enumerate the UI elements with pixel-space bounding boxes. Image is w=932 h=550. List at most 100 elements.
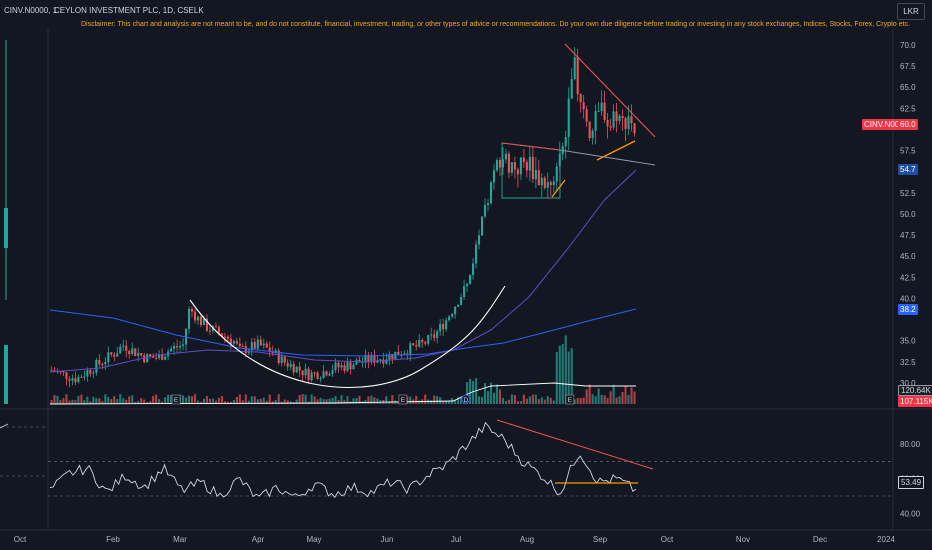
marker-label: E — [174, 397, 179, 404]
volume-bar — [337, 399, 340, 404]
candle-body — [385, 359, 388, 364]
volume-bar — [621, 391, 624, 404]
volume-bar — [152, 395, 155, 404]
candle-body — [316, 372, 319, 379]
candle-body — [537, 170, 540, 186]
volume-bar — [68, 400, 71, 404]
candle-body — [507, 153, 510, 173]
volume-bar — [223, 401, 226, 404]
volume-bar — [205, 396, 209, 404]
volume-bar — [558, 345, 561, 404]
candle-body — [325, 371, 328, 376]
volume-bar — [226, 401, 229, 404]
price-tick-label: 30.0 — [900, 379, 916, 388]
candle-body — [176, 345, 179, 348]
candle-body — [421, 340, 424, 343]
volume-bar — [507, 399, 510, 404]
candle-body — [313, 372, 316, 374]
volume-bar — [325, 399, 328, 404]
rsi-tick-label: 80.00 — [900, 440, 921, 449]
volume-bar — [143, 399, 146, 404]
volume-bar — [116, 399, 119, 404]
volume-bar — [131, 395, 134, 404]
marker-label: E — [568, 397, 573, 404]
candle-body — [152, 356, 155, 358]
candle-body — [621, 115, 624, 119]
volume-bar — [549, 397, 552, 404]
volume-bar — [119, 394, 122, 404]
volume-bar — [59, 400, 62, 404]
volume-bar — [552, 400, 555, 404]
volume-bar — [170, 394, 173, 404]
volume-bar — [190, 396, 194, 404]
candle-body — [280, 356, 283, 363]
candle-body — [379, 359, 382, 361]
flag-box — [501, 142, 561, 199]
candle-body — [253, 341, 256, 349]
triangle-resistance-line — [564, 43, 656, 138]
time-tick-label: Jul — [451, 535, 461, 544]
volume-bar — [164, 397, 167, 404]
candle-body — [454, 306, 457, 315]
volume-bar — [492, 392, 496, 404]
candle-body — [412, 343, 415, 346]
candle-body — [609, 126, 612, 128]
candle-body — [457, 304, 460, 307]
time-tick-label: May — [306, 535, 321, 544]
candle-body — [630, 116, 633, 124]
volume-bar — [86, 396, 89, 404]
candle-body — [137, 353, 140, 356]
candle-body — [140, 353, 143, 356]
volume-bar — [510, 394, 513, 404]
price-tick-label: 32.5 — [900, 358, 916, 367]
volume-bar — [588, 384, 591, 404]
candle-body — [155, 357, 158, 359]
volume-bar — [50, 400, 53, 404]
volume-bar — [519, 401, 522, 404]
volume-bar — [310, 394, 313, 404]
candle-body — [322, 371, 325, 379]
candle-body — [516, 169, 519, 175]
volume-bar — [343, 400, 346, 404]
volume-bar — [253, 396, 256, 404]
volume-bar — [528, 396, 531, 404]
candle-body — [486, 203, 490, 205]
candle-body — [477, 235, 481, 245]
candle-body — [573, 57, 576, 79]
volume-bar — [74, 400, 77, 404]
time-tick-label: 2024 — [877, 535, 895, 544]
volume-bar — [89, 401, 92, 404]
volume-bar — [516, 401, 519, 404]
volume-bar — [573, 399, 576, 404]
volume-bar — [480, 396, 484, 404]
volume-bar — [355, 398, 358, 404]
candle-body — [489, 182, 493, 204]
currency-button[interactable]: LKR — [897, 3, 925, 20]
volume-bar — [298, 395, 301, 404]
candle-body — [606, 120, 609, 127]
chart-header: CINV.N0000, 1 CEYLON INVESTMENT PLC, 1D,… — [0, 0, 932, 20]
volume-bar — [630, 387, 633, 404]
candle-body — [199, 316, 203, 326]
candle-body — [161, 354, 164, 360]
candle-body — [415, 345, 418, 347]
last-price-tag: 60.0 — [898, 119, 918, 130]
candle-body — [633, 123, 636, 134]
volume-bar — [627, 394, 630, 404]
symbol-short-label[interactable]: CINV.N0000, 1 — [4, 6, 58, 15]
volume-bar — [196, 400, 200, 404]
volume-bar — [415, 395, 418, 404]
volume-bar — [486, 391, 490, 404]
ma-fast-tag: 54.7 — [898, 164, 918, 175]
volume-bar — [283, 399, 286, 404]
candle-body — [445, 320, 448, 330]
candle-body — [492, 170, 496, 183]
candle-body — [549, 182, 552, 185]
volume-bar — [594, 396, 597, 404]
volume-bar — [367, 396, 370, 404]
volume-bar — [158, 399, 161, 404]
volume-bar — [140, 398, 143, 404]
candle-body — [546, 182, 549, 188]
candle-body — [173, 345, 176, 349]
